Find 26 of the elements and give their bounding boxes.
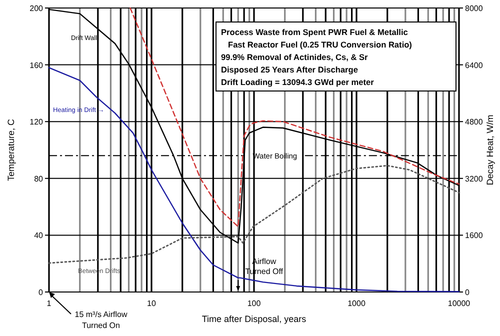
text: 15 m³/s Airflow Turned On bbox=[74, 310, 128, 330]
y2-tick-label: 4800 bbox=[465, 118, 484, 127]
annotation: 99.9% Removal of Actinides, Cs, & Sr bbox=[221, 52, 369, 62]
y-tick-label: 160 bbox=[30, 60, 44, 70]
annotation: Process Waste from Spent PWR Fuel & Metallic bbox=[221, 27, 408, 37]
y-tick-label: 80 bbox=[34, 174, 44, 184]
y2-tick-label: 1600 bbox=[465, 231, 484, 240]
x-axis-title: Time after Disposal, years bbox=[202, 314, 307, 324]
y2-axis-title: Decay Heat, W/m bbox=[485, 114, 495, 186]
annotation: Disposed 25 Years After Discharge bbox=[221, 64, 358, 74]
y2-tick-label: 8000 bbox=[465, 4, 484, 13]
y2-tick-label: 0 bbox=[465, 288, 470, 297]
y2-tick-label: 6400 bbox=[465, 60, 484, 70]
y2-tick-label: 3200 bbox=[465, 174, 484, 184]
y-axis-title: Temperature, C bbox=[6, 118, 16, 182]
y-tick-label: 0 bbox=[38, 288, 44, 297]
x-tick-label: 1000 bbox=[348, 299, 366, 308]
y-tick-label: 200 bbox=[30, 4, 44, 13]
x-tick-label: 1 bbox=[46, 299, 52, 308]
y-tick-label: 40 bbox=[34, 231, 44, 240]
y-tick-label: 120 bbox=[30, 118, 44, 127]
annotation: Drift Loading = 13094.3 GWd per meter bbox=[221, 77, 375, 87]
x-tick-label: 10000 bbox=[448, 299, 471, 308]
x-tick-label: 100 bbox=[247, 299, 262, 308]
annotation: Fast Reactor Fuel (0.25 TRU Conversion Ratio) bbox=[228, 40, 412, 50]
x-tick-label: 10 bbox=[147, 299, 156, 308]
